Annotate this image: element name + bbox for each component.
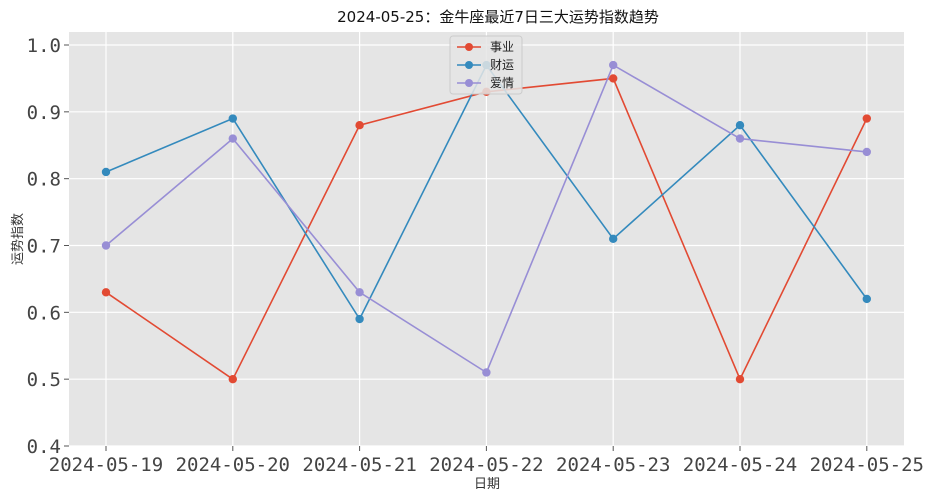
y-tick-label: 1.0	[27, 35, 61, 57]
data-point	[101, 167, 111, 177]
data-point	[101, 288, 111, 297]
data-point	[735, 134, 745, 143]
y-tick-label: 0.4	[27, 436, 61, 458]
data-point	[228, 114, 237, 123]
grid-lines	[69, 32, 904, 447]
y-tick-label: 0.6	[27, 302, 61, 324]
legend-swatch-marker	[465, 79, 473, 87]
data-point	[482, 368, 491, 377]
legend-label: 爱情	[490, 76, 514, 90]
data-point	[609, 60, 618, 70]
x-tick-label: 2024-05-22	[429, 454, 543, 476]
data-point	[862, 114, 871, 123]
series-2	[101, 60, 871, 377]
data-point	[355, 121, 364, 130]
y-tick-label: 0.7	[27, 236, 61, 258]
data-point	[228, 374, 237, 384]
legend-label: 事业	[490, 40, 514, 54]
x-tick-label: 2024-05-25	[810, 454, 924, 476]
data-point	[355, 288, 364, 297]
x-tick-label: 2024-05-23	[556, 454, 670, 476]
x-tick-label: 2024-05-24	[683, 454, 797, 476]
data-point	[228, 134, 237, 143]
data-point	[355, 314, 364, 324]
data-point	[735, 121, 745, 130]
x-axis-ticks: 2024-05-19 2024-05-20 2024-05-21 2024-05-22…	[49, 446, 924, 476]
x-tick-label: 2024-05-19	[49, 454, 163, 476]
y-tick-label: 0.9	[27, 102, 61, 124]
data-point	[609, 234, 618, 244]
y-axis-label: 运势指数	[10, 213, 26, 265]
legend-swatch-marker	[465, 43, 473, 51]
y-tick-label: 0.5	[27, 369, 61, 391]
data-point	[862, 147, 871, 157]
y-axis-ticks: 0.4 0.5 0.6 0.7 0.8 0.9 1.0	[27, 35, 69, 458]
data-point	[101, 241, 111, 250]
y-tick-label: 0.8	[27, 169, 61, 191]
legend-label: 财运	[490, 58, 514, 72]
chart-title: 2024-05-25：金牛座最近7日三大运势指数趋势	[337, 8, 659, 26]
data-point	[862, 294, 871, 304]
data-point	[609, 74, 618, 83]
legend-swatch-marker	[465, 61, 473, 69]
x-tick-label: 2024-05-21	[302, 454, 416, 476]
x-tick-label: 2024-05-20	[176, 454, 290, 476]
data-point	[735, 374, 745, 384]
x-axis-label: 日期	[474, 477, 500, 492]
